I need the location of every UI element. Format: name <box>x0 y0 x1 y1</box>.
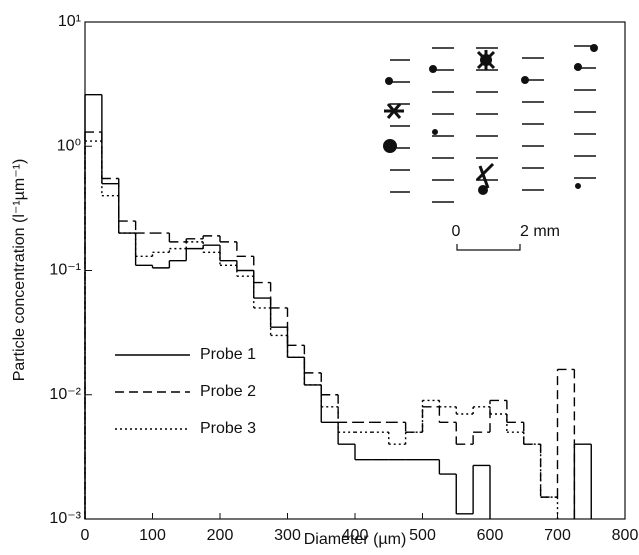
x-axis-label: Diameter (µm) <box>304 531 407 548</box>
x-tick-label: 400 <box>342 527 369 544</box>
y-tick-label: 10¹ <box>58 13 81 30</box>
x-tick-label: 300 <box>274 527 301 544</box>
x-tick-label: 0 <box>81 527 90 544</box>
x-tick-label: 600 <box>477 527 504 544</box>
inset-image <box>383 44 598 203</box>
x-tick-label: 800 <box>612 527 639 544</box>
legend-label: Probe 2 <box>200 383 256 400</box>
scale-label: 0 <box>452 223 461 240</box>
x-tick-label: 700 <box>544 527 571 544</box>
legend-label: Probe 1 <box>200 346 256 363</box>
scale-label: 2 mm <box>520 223 560 240</box>
x-tick-label: 200 <box>207 527 234 544</box>
y-axis-label: Particle concentration (l⁻¹µm⁻¹) <box>11 159 28 382</box>
y-tick-label: 10⁻² <box>49 386 81 403</box>
y-tick-label: 10⁻¹ <box>49 262 81 279</box>
legend-label: Probe 3 <box>200 420 256 437</box>
x-tick-label: 100 <box>139 527 166 544</box>
y-tick-label: 10⁻³ <box>49 510 81 527</box>
y-tick-label: 10⁰ <box>57 137 81 154</box>
x-tick-label: 500 <box>409 527 436 544</box>
scale-bar <box>456 244 521 251</box>
